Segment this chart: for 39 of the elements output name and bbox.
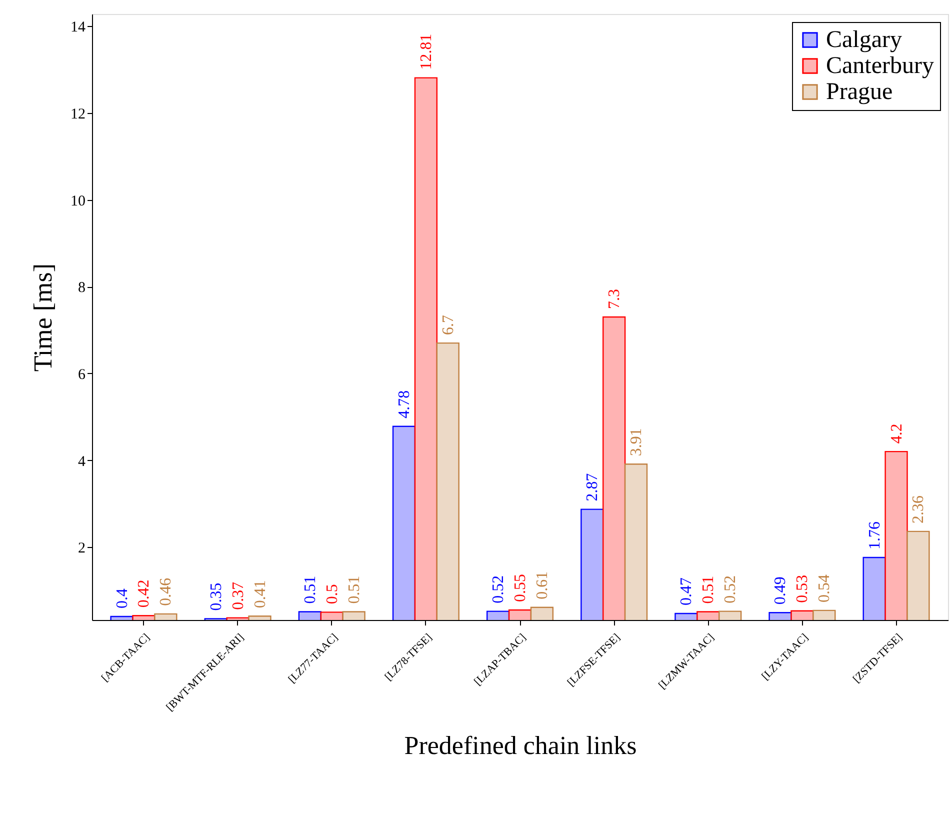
data-label: 0.37 [230,582,247,610]
y-tick-label: 4 [78,454,86,470]
data-label: 0.35 [208,582,225,611]
data-label: 2.36 [910,495,928,524]
data-label: 7.3 [606,289,624,309]
data-label: 0.51 [346,576,363,604]
x-axis-title: Predefined chain links [404,730,637,760]
y-tick-label: 10 [70,193,86,210]
data-label: 0.52 [490,575,508,604]
y-tick-label: 6 [78,366,86,383]
data-label: 0.4 [114,588,131,609]
y-tick-label: 14 [70,20,86,36]
y-tick-label: 2 [78,540,86,557]
data-label: 0.61 [534,571,551,600]
data-label: 1.76 [866,521,884,550]
legend-label: Calgary [826,27,902,53]
data-label: 4.78 [396,390,413,418]
data-label: 0.55 [512,574,529,602]
data-label: 0.47 [678,577,696,606]
data-label: 0.51 [700,576,718,604]
data-label: 4.2 [888,424,906,444]
y-axis-title: Time [ms] [28,263,58,372]
legend-label: Canterbury [826,53,934,79]
data-label: 0.51 [302,576,319,604]
data-label: 0.46 [158,578,175,606]
data-label: 0.5 [324,584,341,604]
data-label: 0.54 [816,574,834,602]
data-label: 3.91 [628,428,646,456]
legend-label: Prague [826,79,893,105]
y-tick-label: 12 [70,106,86,122]
data-label: 0.42 [136,580,153,608]
data-label: 6.7 [440,315,457,336]
y-tick-label: 8 [78,280,86,296]
data-label: 12.81 [418,34,435,70]
data-label: 2.87 [584,473,602,502]
data-label: 0.49 [772,576,790,605]
data-label: 0.41 [252,580,269,608]
data-label: 0.52 [722,575,740,604]
data-label: 0.53 [794,574,812,603]
